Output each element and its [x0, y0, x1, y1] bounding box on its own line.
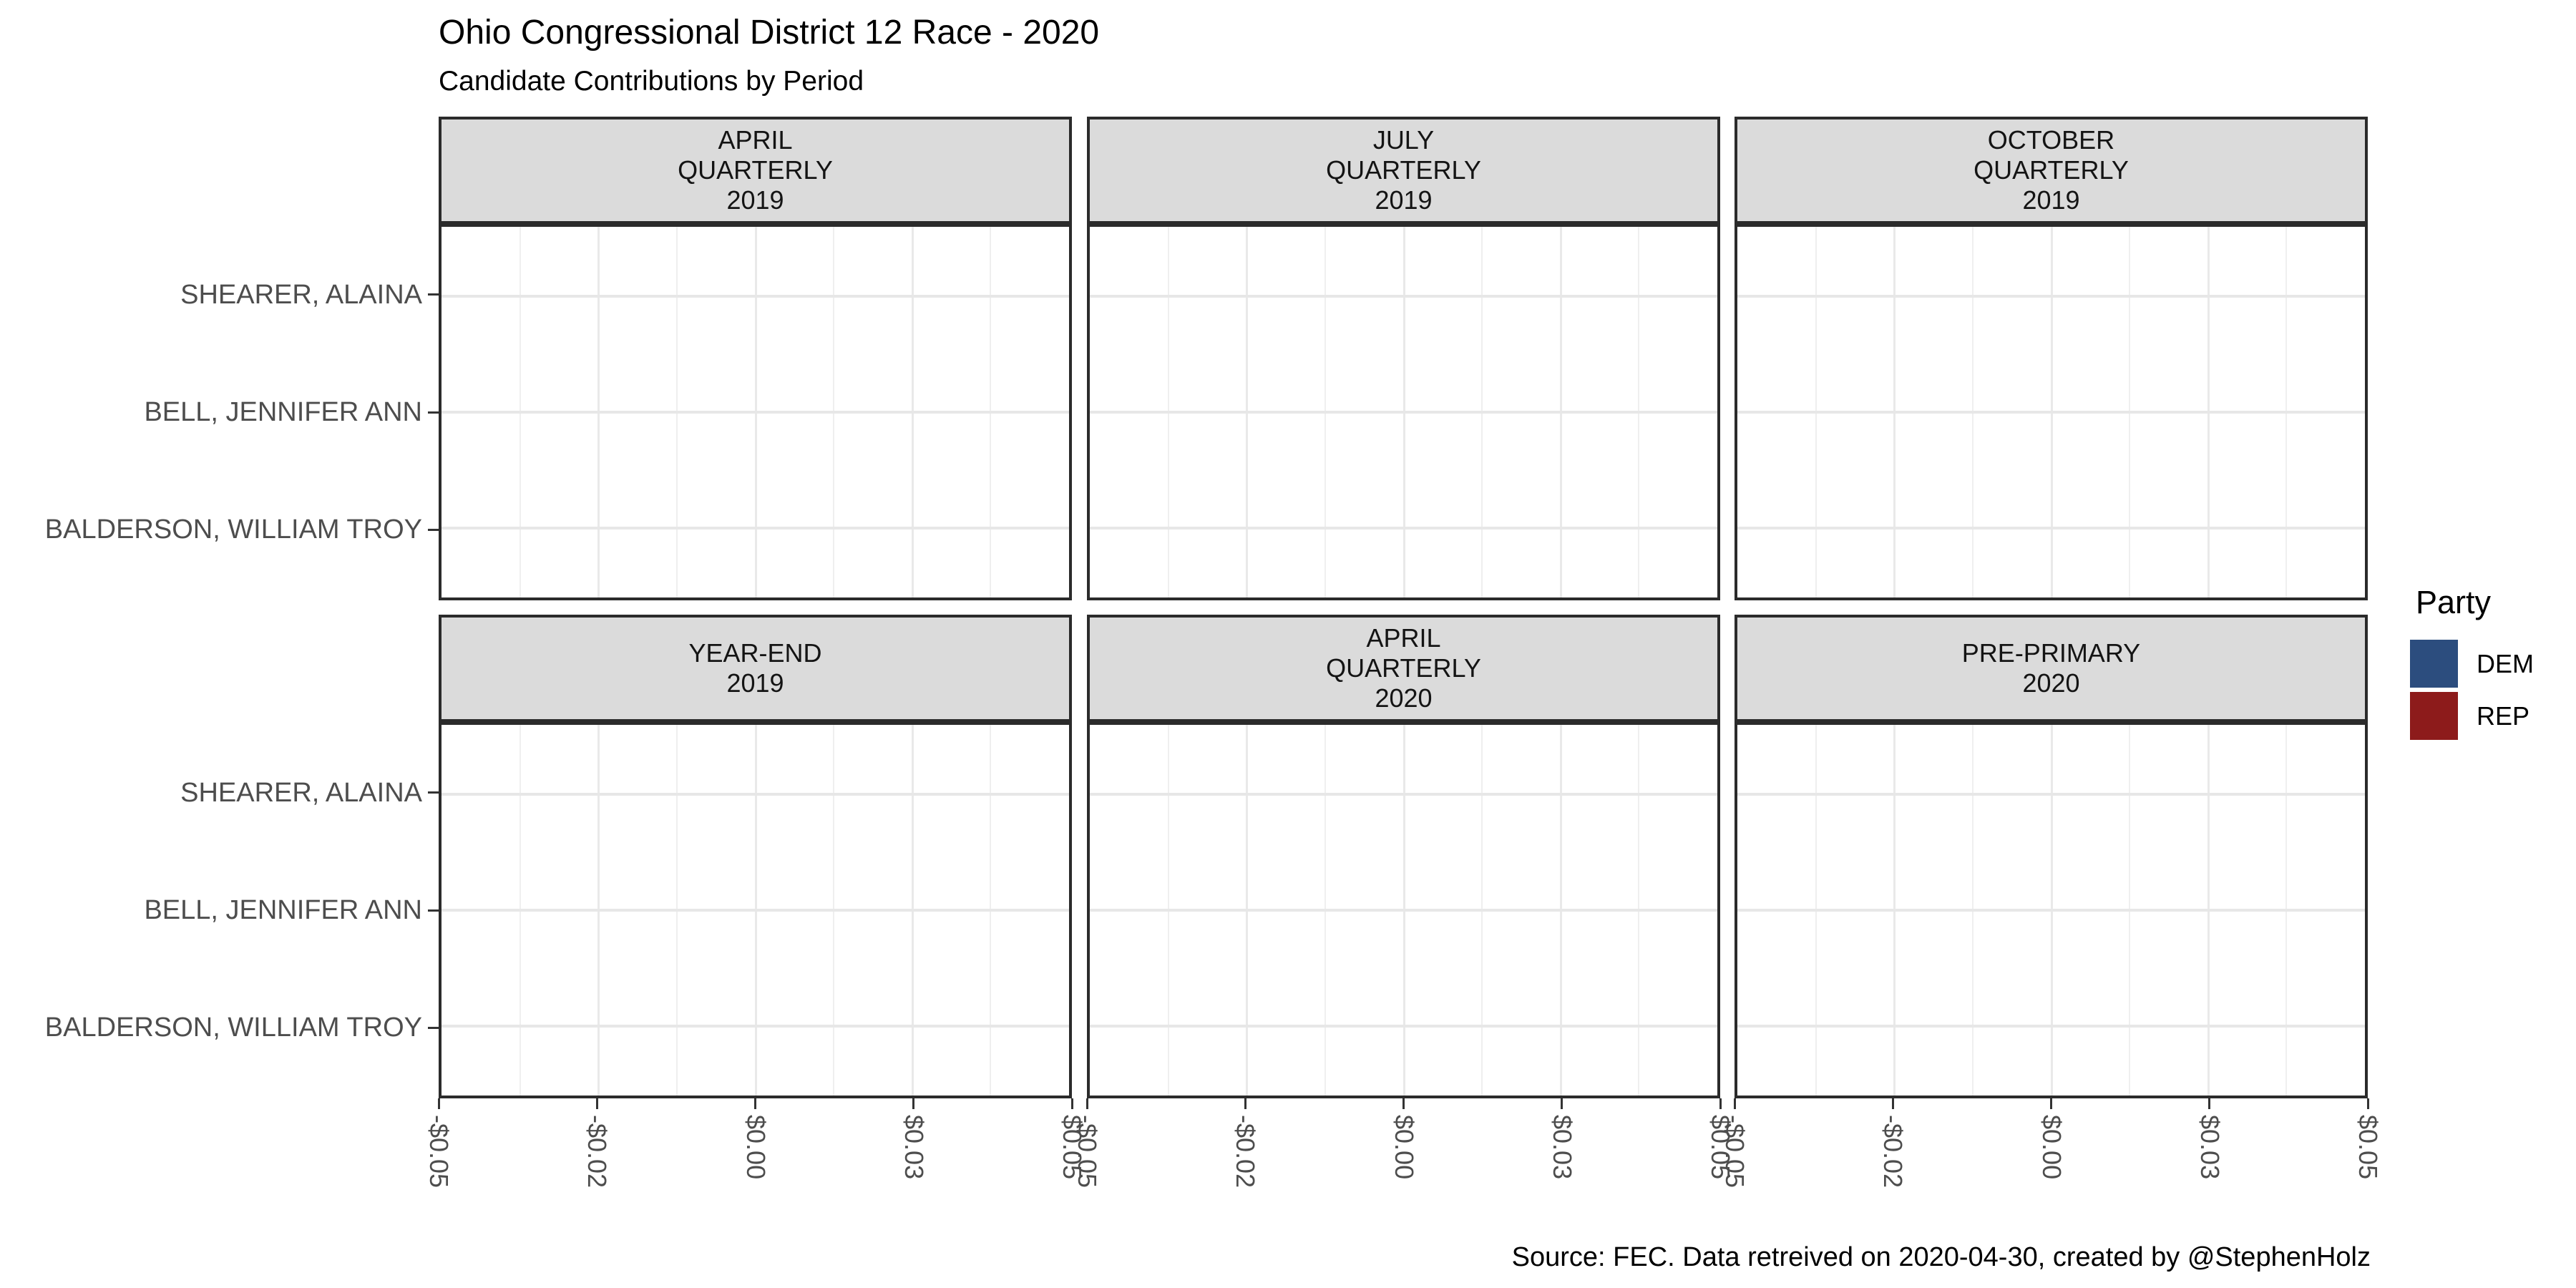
grid-major-h	[1090, 526, 1717, 530]
y-axis-label: SHEARER, ALAINA	[180, 777, 422, 808]
grid-major-h	[441, 411, 1069, 414]
x-axis-label: -$0.02	[582, 1115, 613, 1189]
x-axis-tick	[1402, 1098, 1405, 1109]
x-axis-label: -$0.05	[1073, 1115, 1102, 1189]
x-axis-tick	[754, 1098, 756, 1109]
y-axis-tick	[428, 528, 439, 531]
grid-major-h	[441, 1024, 1069, 1028]
x-axis-tick	[1891, 1098, 1894, 1109]
x-axis-label: -$0.02	[1878, 1115, 1908, 1189]
legend-label-rep: REP	[2477, 701, 2530, 731]
x-axis-label: $0.03	[1547, 1115, 1577, 1180]
grid-major-h	[1090, 295, 1717, 298]
grid-major-h	[441, 295, 1069, 298]
y-axis-label: BALDERSON, WILLIAM TROY	[44, 1013, 422, 1043]
dem-color-swatch	[2410, 640, 2458, 688]
facet-panel-4	[439, 722, 1072, 1098]
legend-item-dem: DEM	[2410, 640, 2534, 688]
facet-strip-pre-primary-2020: PRE-PRIMARY 2020	[1735, 615, 2368, 722]
x-axis-tick	[1719, 1098, 1722, 1109]
y-axis-tick	[428, 293, 439, 296]
x-axis-label: $0.00	[1389, 1115, 1419, 1180]
y-axis-label: BELL, JENNIFER ANN	[144, 397, 422, 427]
grid-major-h	[441, 793, 1069, 796]
facet-strip-october-quarterly-2019: OCTOBER QUARTERLY 2019	[1735, 117, 2368, 224]
x-axis-label: $0.05	[2353, 1115, 2383, 1180]
x-axis-label: $0.03	[2195, 1115, 2225, 1180]
x-axis-tick	[595, 1098, 598, 1109]
grid-major-h	[1737, 1024, 2365, 1028]
grid-major-h	[1737, 793, 2365, 796]
y-axis-tick	[428, 909, 439, 912]
legend-title: Party	[2416, 584, 2492, 620]
facet-panel-2	[1087, 224, 1720, 600]
facet-strip-label: JULY QUARTERLY 2019	[1326, 125, 1481, 215]
x-axis-tick	[1085, 1098, 1088, 1109]
x-axis-label: $0.00	[741, 1115, 771, 1180]
facet-strip-april-quarterly-2019: APRIL QUARTERLY 2019	[439, 117, 1072, 224]
x-axis-label: -$0.02	[1231, 1115, 1261, 1189]
rep-color-swatch	[2410, 692, 2458, 740]
legend-label-dem: DEM	[2477, 648, 2534, 678]
grid-major-h	[1737, 411, 2365, 414]
facet-panel-3	[1735, 224, 2368, 600]
x-axis-tick	[2208, 1098, 2211, 1109]
x-axis-label: $0.03	[899, 1115, 929, 1180]
x-axis-tick	[1733, 1098, 1736, 1109]
grid-major-h	[441, 909, 1069, 912]
grid-major-h	[1090, 909, 1717, 912]
facet-strip-label: APRIL QUARTERLY 2020	[1326, 623, 1481, 713]
legend: Party DEM REP	[2410, 584, 2534, 744]
facet-strip-label: APRIL QUARTERLY 2019	[678, 125, 833, 215]
y-axis-tick	[428, 1026, 439, 1029]
grid-major-h	[1090, 411, 1717, 414]
x-axis-tick	[1070, 1098, 1073, 1109]
facet-panel-6	[1735, 722, 2368, 1098]
chart-subtitle: Candidate Contributions by Period	[439, 66, 864, 97]
facet-strip-april-quarterly-2020: APRIL QUARTERLY 2020	[1087, 615, 1720, 722]
y-axis-label: SHEARER, ALAINA	[180, 279, 422, 310]
grid-major-h	[1737, 295, 2365, 298]
x-axis-label: -$0.05	[1720, 1115, 1750, 1189]
x-axis-tick	[2366, 1098, 2369, 1109]
facet-strip-label: PRE-PRIMARY 2020	[1961, 638, 2141, 698]
grid-major-h	[1090, 1024, 1717, 1028]
facet-strip-year-end-2019: YEAR-END 2019	[439, 615, 1072, 722]
legend-item-rep: REP	[2410, 692, 2534, 740]
source-caption: Source: FEC. Data retreived on 2020-04-3…	[1511, 1242, 2371, 1272]
facet-strip-july-quarterly-2019: JULY QUARTERLY 2019	[1087, 117, 1720, 224]
facet-strip-label: OCTOBER QUARTERLY 2019	[1974, 125, 2129, 215]
x-axis-tick	[437, 1098, 440, 1109]
y-axis-tick	[428, 411, 439, 414]
grid-major-h	[1737, 909, 2365, 912]
facet-panel-1	[439, 224, 1072, 600]
grid-major-h	[441, 526, 1069, 530]
facet-strip-label: YEAR-END 2019	[688, 638, 822, 698]
x-axis-tick	[1244, 1098, 1246, 1109]
x-axis-tick	[912, 1098, 915, 1109]
x-axis-label: $0.00	[2036, 1115, 2067, 1180]
facet-panel-5	[1087, 722, 1720, 1098]
x-axis-tick	[2050, 1098, 2052, 1109]
grid-major-h	[1090, 793, 1717, 796]
y-axis-label: BELL, JENNIFER ANN	[144, 895, 422, 925]
y-axis-tick	[428, 791, 439, 794]
x-axis-label: -$0.05	[424, 1115, 454, 1189]
x-axis-tick	[1561, 1098, 1563, 1109]
grid-major-h	[1737, 526, 2365, 530]
chart-title: Ohio Congressional District 12 Race - 20…	[439, 14, 1100, 52]
y-axis-label: BALDERSON, WILLIAM TROY	[44, 514, 422, 545]
